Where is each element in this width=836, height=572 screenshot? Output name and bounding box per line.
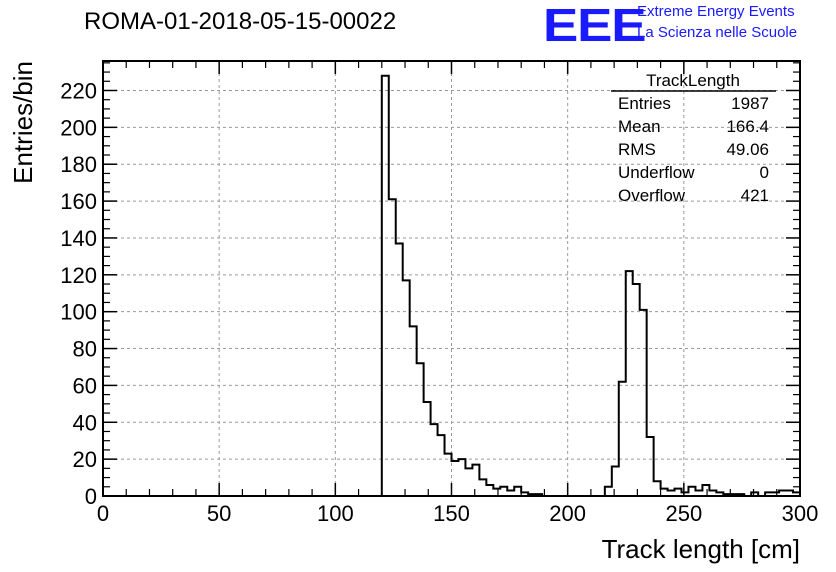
stats-row-value: 421	[741, 186, 769, 205]
y-tick-label: 120	[60, 263, 97, 288]
y-tick-label: 140	[60, 226, 97, 251]
eee-tagline-1: Extreme Energy Events	[637, 3, 795, 20]
run-title: ROMA-01-2018-05-15-00022	[84, 8, 397, 35]
x-tick-label: 200	[549, 501, 586, 526]
y-tick-label: 80	[73, 337, 97, 362]
stats-rows: Entries 1987 Mean 166.4 RMS 49.06 Underflow 0 Ov…	[618, 94, 769, 205]
y-tick-label: 20	[73, 447, 97, 472]
stats-box: TrackLength Entries 1987 Mean 166.4 RMS 49.06…	[611, 71, 776, 205]
stats-row-value: 1987	[731, 94, 769, 113]
stats-row-value: 0	[760, 163, 769, 182]
y-tick-label: 220	[60, 78, 97, 103]
x-tick-label: 100	[317, 501, 354, 526]
stats-row-value: 166.4	[726, 117, 769, 136]
y-axis-label: Entries/bin	[8, 61, 38, 184]
x-tick-label: 150	[433, 501, 470, 526]
x-tick-label: 300	[782, 501, 819, 526]
stats-row-label: Mean	[618, 117, 661, 136]
y-tick-label: 0	[85, 484, 97, 509]
x-tick-label: 0	[97, 501, 109, 526]
y-tick-label: 60	[73, 373, 97, 398]
tick-labels: 0 50 100 150 200 250 300 0 20 40 60 80 100 120 140 160 1…	[60, 78, 818, 526]
axis-ticks	[102, 61, 801, 497]
y-tick-label: 40	[73, 410, 97, 435]
grid-lines	[103, 61, 800, 496]
stats-row-label: Underflow	[618, 163, 695, 182]
y-tick-label: 180	[60, 152, 97, 177]
y-tick-label: 100	[60, 300, 97, 325]
x-axis-label: Track length [cm]	[602, 534, 800, 564]
stats-row-value: 49.06	[726, 140, 769, 159]
eee-logo: EEE	[543, 0, 647, 51]
stats-box-title: TrackLength	[646, 71, 740, 90]
y-tick-label: 160	[60, 189, 97, 214]
x-tick-label: 50	[207, 501, 231, 526]
stats-row-label: RMS	[618, 140, 656, 159]
y-tick-label: 200	[60, 115, 97, 140]
eee-tagline-2: La Scienza nelle Scuole	[637, 24, 798, 41]
stats-row-label: Entries	[618, 94, 671, 113]
stats-row-label: Overflow	[618, 186, 686, 205]
x-tick-label: 250	[665, 501, 702, 526]
